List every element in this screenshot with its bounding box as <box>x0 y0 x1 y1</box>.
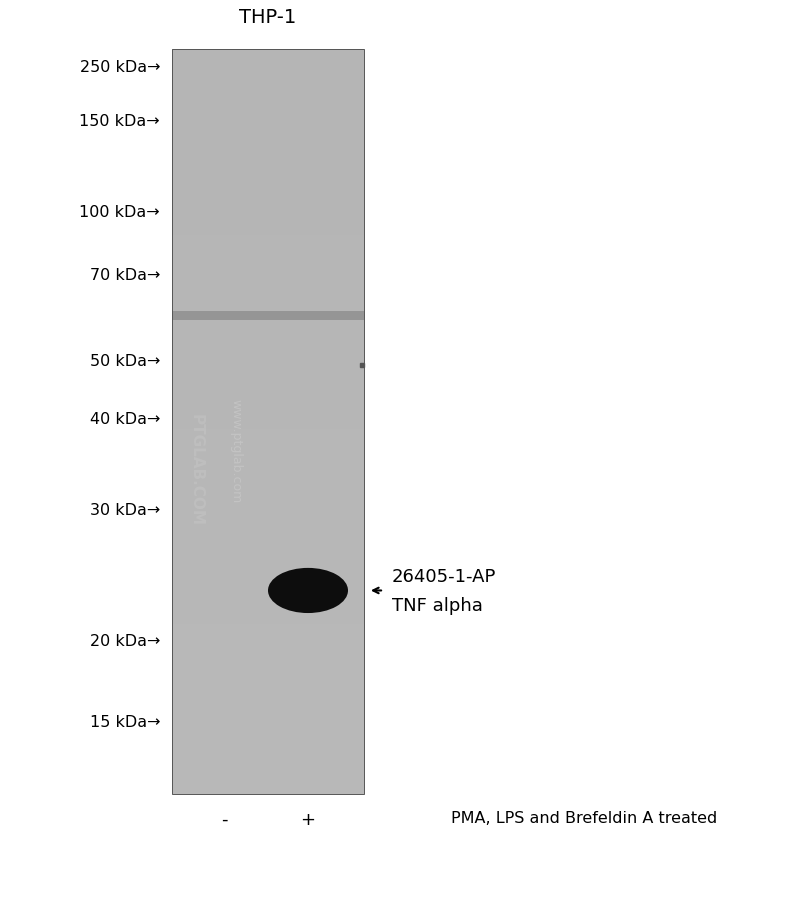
Text: 15 kDa→: 15 kDa→ <box>90 714 160 729</box>
Text: 150 kDa→: 150 kDa→ <box>79 115 160 129</box>
Text: TNF alpha: TNF alpha <box>392 596 483 614</box>
Text: 30 kDa→: 30 kDa→ <box>90 502 160 517</box>
Text: 70 kDa→: 70 kDa→ <box>90 268 160 282</box>
Text: THP-1: THP-1 <box>239 8 297 27</box>
Text: 250 kDa→: 250 kDa→ <box>79 60 160 75</box>
Text: +: + <box>301 810 315 828</box>
Bar <box>172 50 364 794</box>
Text: PTGLAB.COM: PTGLAB.COM <box>189 413 203 525</box>
Text: 100 kDa→: 100 kDa→ <box>79 205 160 219</box>
Bar <box>172 311 364 320</box>
Text: 40 kDa→: 40 kDa→ <box>90 412 160 427</box>
Text: -: - <box>221 810 227 828</box>
Text: 20 kDa→: 20 kDa→ <box>90 633 160 648</box>
Text: www.ptglab.com: www.ptglab.com <box>230 399 242 503</box>
Text: PMA, LPS and Brefeldin A treated: PMA, LPS and Brefeldin A treated <box>451 810 717 825</box>
Text: 50 kDa→: 50 kDa→ <box>90 354 160 368</box>
Text: 26405-1-AP: 26405-1-AP <box>392 567 496 585</box>
Ellipse shape <box>268 568 348 613</box>
